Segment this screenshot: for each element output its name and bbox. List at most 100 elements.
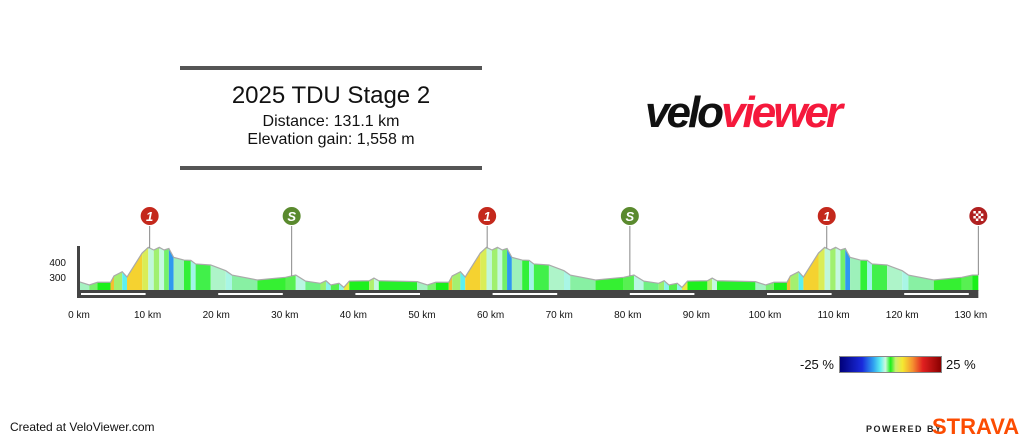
profile-segment [850,257,861,291]
x-tick-label: 110 km [818,310,850,321]
profile-segment [677,283,682,291]
created-at-link[interactable]: Created at VeloViewer.com [10,420,155,434]
powered-by-label: POWERED BY [866,424,943,434]
profile-segment [486,247,492,291]
profile-segment [773,282,787,291]
y-tick-label: 400 [49,258,66,269]
profile-segment [643,281,659,291]
profile-segment [257,277,286,291]
profile-segment [818,247,825,291]
profile-segment [522,260,530,291]
legend-max-label: 25 % [946,357,976,372]
profile-segment [97,282,111,291]
elevation-gain-label: Elevation gain: 1,558 m [247,131,415,148]
profile-segment [159,247,165,291]
profile-segment [465,253,481,291]
profile-segment [511,257,523,291]
profile-segment [497,247,503,291]
y-tick-label: 300 [49,273,66,284]
profile-segment [712,278,717,291]
profile-segment [173,257,184,291]
x-tick-label: 60 km [477,310,504,321]
profile-segment [435,282,449,291]
checker-square [973,211,976,214]
sprint-marker-icon [281,206,302,226]
profile-segment [533,263,549,291]
profile-segment [164,248,169,291]
profile-segment [349,280,370,291]
kom-marker-icon [139,206,160,226]
checker-square [975,213,979,216]
profile-segment [529,260,534,291]
checker-square [980,213,984,216]
x-tick-label: 70 km [546,310,573,321]
strava-logo: STRAVA [932,414,1020,439]
profile-segment [190,260,196,291]
x-tick-label: 90 km [683,310,710,321]
checker-square [980,218,984,221]
profile-segment [127,253,143,291]
profile-segment [153,247,160,291]
profile-segment [902,270,909,291]
profile-segment [803,253,819,291]
profile-segment [168,248,174,291]
kom-marker-label: 1 [823,209,830,224]
checkered-flag-icon [973,211,984,221]
sprint-marker-label: S [287,209,296,224]
profile-segment [210,265,226,291]
profile-segment [305,281,321,291]
kom-marker-label: 1 [146,209,153,224]
y-axis-line [77,246,80,294]
profile-segment [707,278,713,291]
profile-segment [755,281,766,291]
profile-segment [480,247,487,291]
profile-segment [113,271,123,291]
distance-scale-stripe [904,293,969,295]
profile-segment [840,248,846,291]
profile-segment [502,248,508,291]
profile-segment [225,270,232,291]
x-tick-label: 130 km [954,310,987,321]
profile-segment [972,275,979,291]
distance-scale-stripe [355,293,420,295]
profile-segment [633,275,644,291]
profile-segment [373,278,379,291]
profile-segment [786,275,791,291]
profile-segment [378,280,418,291]
x-tick-label: 50 km [408,310,435,321]
profile-segment [452,271,461,291]
profile-segment [548,265,565,291]
profile-segment [664,280,669,291]
profile-segment [564,270,571,291]
profile-segment [716,280,756,291]
profile-segment [860,260,868,291]
profile-segment [830,247,836,291]
profile-segment [824,247,831,291]
profile-segment [790,271,799,291]
profile-segment [369,278,374,291]
profile-segment [148,247,154,291]
distance-scale-stripe [767,293,832,295]
kom-marker-label: 1 [484,209,491,224]
profile-segment [110,275,114,291]
title-rule-top [180,66,482,70]
page-title: 2025 TDU Stage 2 [231,82,431,109]
x-tick-label: 30 km [271,310,298,321]
profile-segment [595,277,624,291]
profile-segment [491,247,498,291]
profile-segment [687,280,708,291]
x-tick-label: 100 km [749,310,782,321]
x-tick-label: 120 km [886,310,919,321]
profile-segment [507,248,512,291]
profile-segment [417,281,428,291]
x-tick-label: 20 km [203,310,230,321]
profile-segment [867,260,873,291]
veloviewer-logo: veloviewer [645,88,843,137]
profile-segment [330,283,339,291]
profile-segment [845,248,851,291]
kom-marker-icon [816,206,837,226]
profile-segment [668,283,678,291]
distance-label: Distance: 131.1 km [262,113,400,130]
x-tick-label: 10 km [134,310,161,321]
sprint-marker-icon [619,206,640,226]
